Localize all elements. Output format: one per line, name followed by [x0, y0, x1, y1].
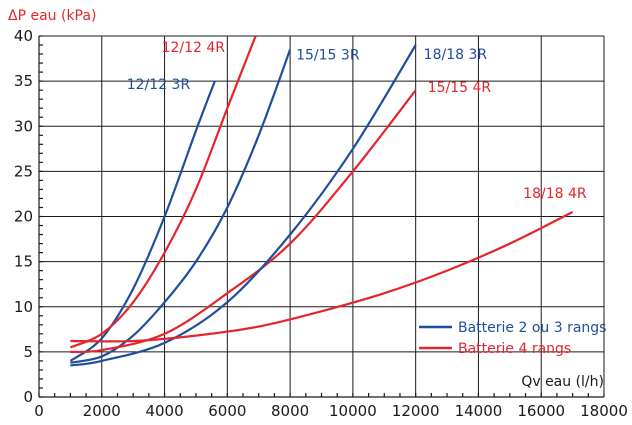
- curve-label-15-15-3r: 15/15 3R: [296, 48, 360, 64]
- grid: [39, 35, 605, 397]
- x-tick-label: 18000: [580, 402, 628, 420]
- y-tick-label: 5: [23, 343, 33, 361]
- curves: [69, 36, 574, 367]
- x-tick-label: 12000: [392, 402, 440, 420]
- x-tick-label: 6000: [208, 402, 246, 420]
- axes: [38, 35, 605, 398]
- curve-18-18-3r: [70, 44, 417, 367]
- tick-labels: 0 2000 4000 6000 8000 10000 12000 14000 16000 180…: [14, 27, 628, 420]
- x-tick-label: 16000: [517, 402, 565, 420]
- y-tick-label: 10: [14, 298, 33, 316]
- curve-labels: 12/12 3R 12/12 4R 15/15 3R 15/15 4R 18/18 3R…: [127, 40, 587, 202]
- y-tick-label: 40: [14, 27, 33, 45]
- y-tick-label: 15: [14, 253, 33, 271]
- y-tick-label: 0: [23, 388, 33, 406]
- x-tick-label: 14000: [455, 402, 503, 420]
- legend-label: Batterie 4 rangs: [458, 341, 571, 357]
- curve-15-15-3r: [70, 49, 292, 364]
- legend: Batterie 2 ou 3 rangs Batterie 4 rangs: [419, 320, 606, 357]
- x-tick-label: 4000: [145, 402, 183, 420]
- curve-label-15-15-4r: 15/15 4R: [428, 80, 492, 96]
- curve-label-12-12-4r: 12/12 4R: [162, 40, 226, 56]
- x-tick-label: 8000: [271, 402, 309, 420]
- x-tick-label: 2000: [83, 402, 121, 420]
- y-tick-label: 35: [14, 72, 33, 90]
- y-tick-label: 25: [14, 162, 33, 180]
- legend-label: Batterie 2 ou 3 rangs: [458, 320, 606, 336]
- curve-label-12-12-3r: 12/12 3R: [127, 77, 191, 93]
- curve-15-15-4r: [70, 89, 417, 354]
- curve-12-12-3r: [69, 80, 216, 362]
- x-axis-label: Qv eau (l/h): [521, 374, 604, 390]
- curve-18-18-4r: [70, 211, 574, 343]
- y-axis-label: ΔP eau (kPa): [8, 8, 96, 24]
- x-tick-label: 0: [34, 402, 44, 420]
- x-tick-label: 10000: [329, 402, 377, 420]
- y-tick-label: 30: [14, 117, 33, 135]
- curve-12-12-4r: [69, 36, 257, 349]
- curve-label-18-18-3r: 18/18 3R: [424, 47, 488, 63]
- y-tick-label: 20: [14, 208, 33, 226]
- curve-label-18-18-4r: 18/18 4R: [523, 186, 587, 202]
